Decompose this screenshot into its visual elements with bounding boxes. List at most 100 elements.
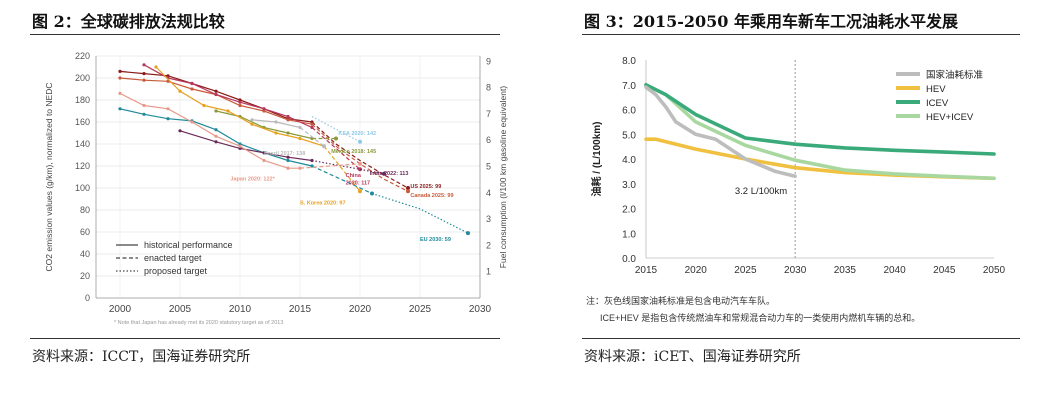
x-tick-label: 2040 [883, 265, 906, 276]
y2-tick-label: 9 [486, 56, 491, 66]
data-point-mexico [286, 131, 290, 135]
series-line-eu-proposed [371, 192, 469, 234]
data-point-india [286, 155, 290, 159]
series-line-eu-enacted [311, 165, 373, 195]
target-point-eu [466, 231, 470, 236]
data-point-india [238, 146, 242, 150]
data-point-china [214, 92, 218, 97]
x-tick-label: 2030 [784, 265, 807, 276]
data-point-eu [166, 117, 170, 121]
target-point-india [382, 171, 386, 176]
data-point-korea [250, 122, 254, 126]
x-tick-label: 2020 [349, 304, 372, 315]
target-annotation: India 2022: 113 [370, 171, 409, 177]
data-point-japan [118, 91, 122, 95]
data-point-eu [238, 142, 242, 146]
y-tick-label: 160 [75, 117, 90, 127]
data-point-china [262, 107, 266, 111]
y-tick-label: 0.0 [622, 254, 636, 265]
data-point-korea [298, 136, 302, 141]
target-annotation: Canada 2025: 99 [410, 193, 453, 199]
legend-label-0: 国家油耗标准 [926, 69, 984, 81]
target-annotation: KSA 2020: 142 [338, 131, 376, 137]
x-tick-label: 2045 [933, 265, 956, 276]
x-tick-label: 2010 [229, 304, 252, 315]
target-point-china [358, 167, 362, 172]
target-point-brazil [322, 144, 326, 149]
data-point-korea [154, 65, 158, 69]
data-point-japan [190, 120, 194, 124]
data-point-eu [286, 158, 290, 163]
annotation-label: 3.2 L/100km [735, 186, 787, 197]
y-tick-label: 120 [75, 161, 90, 171]
target-point-korea [358, 189, 362, 194]
y-tick-label: 3.0 [622, 180, 636, 191]
data-point-china [142, 63, 146, 67]
x-tick-label: 2030 [469, 304, 492, 315]
target-annotation: Mexico 2018: 145 [331, 149, 376, 155]
y-tick-label: 40 [80, 249, 90, 259]
target-annotation: Japan 2020: 122* [230, 176, 275, 182]
data-point-us [118, 69, 122, 73]
data-point-us [238, 98, 242, 102]
data-point-japan [214, 134, 218, 138]
right-source-rule [582, 338, 1020, 339]
y2-tick-label: 5 [486, 161, 491, 171]
target-annotation: US 2025: 99 [410, 184, 441, 190]
target-annotation: China [346, 173, 362, 179]
data-point-canada [118, 76, 122, 80]
legend-label-2: ICEV [926, 98, 949, 109]
data-point-eu [214, 128, 218, 132]
y-tick-label: 5.0 [622, 130, 636, 141]
x-tick-label: 2025 [409, 304, 432, 315]
y2-tick-label: 8 [486, 83, 491, 93]
target-point-saudi [358, 139, 362, 144]
left-chart: 0 20 40 60 80 100 120 140 160 180 200 220 2000 2005 20… [44, 51, 508, 326]
target-point-us [406, 186, 410, 190]
y2-axis-label: Fuel consumption (l/100 km gasoline equi… [498, 86, 508, 269]
x-tick-label: 2050 [983, 265, 1006, 276]
left-figure-title: 图 2：全球碳排放法规比较 [32, 12, 225, 31]
y-tick-label: 220 [75, 51, 90, 61]
data-point-us [142, 72, 146, 76]
right-note-1: 注：灰色线国家油耗标准是包含电动汽车车队。 [586, 296, 776, 306]
y2-tick-label: 2 [486, 240, 491, 250]
series-line-india-proposed [311, 159, 385, 175]
y2-tick-label: 4 [486, 188, 491, 198]
series-line-mexico-historical [215, 110, 313, 140]
data-point-india [262, 151, 266, 155]
data-point-china [190, 81, 194, 86]
data-point-canada [262, 109, 266, 113]
legend-label-dotted: proposed target [144, 266, 208, 276]
x-tick-label: 2015 [289, 304, 312, 315]
data-point-japan [238, 144, 242, 148]
target-annotation: 2020: 117 [346, 181, 370, 187]
right-note-2: ICE+HEV 是指包含传统燃油车和常规混合动力车的一类使用内燃机车辆的总和。 [600, 313, 921, 323]
series-line-2 [644, 82, 996, 156]
legend-label-dashed: enacted target [144, 253, 202, 263]
target-annotation: S. Korea 2020: 97 [300, 201, 346, 207]
right-chart: 0.0 1.0 2.0 3.0 4.0 5.0 6.0 7.0 8.0 2015 2020 2025 2… [590, 56, 1006, 276]
data-point-canada [142, 78, 146, 82]
target-annotation: EU 2030: 59 [420, 237, 451, 243]
y2-tick-label: 1 [486, 267, 491, 277]
data-point-china [286, 114, 290, 119]
y-tick-label: 100 [75, 183, 90, 193]
target-point-mexico [334, 136, 338, 141]
y2-tick-label: 3 [486, 214, 491, 224]
data-point-japan [262, 158, 266, 163]
y-tick-label: 2.0 [622, 205, 636, 216]
data-point-japan [166, 107, 170, 111]
y-tick-label: 140 [75, 139, 90, 149]
right-title-rule [582, 34, 1020, 35]
series-line-china-enacted [311, 127, 361, 170]
series-line-korea-historical [155, 66, 325, 147]
x-tick-label: 2025 [734, 265, 757, 276]
right-figure-title: 图 3：2015-2050 年乘用车新车工况油耗水平发展 [584, 12, 958, 31]
left-title-rule [30, 34, 500, 35]
left-source: 资料来源：ICCT，国海证券研究所 [32, 349, 251, 365]
series-line-3 [644, 82, 996, 181]
target-point-canada [406, 189, 410, 194]
left-source-rule [30, 338, 500, 339]
x-tick-label: 2035 [834, 265, 857, 276]
